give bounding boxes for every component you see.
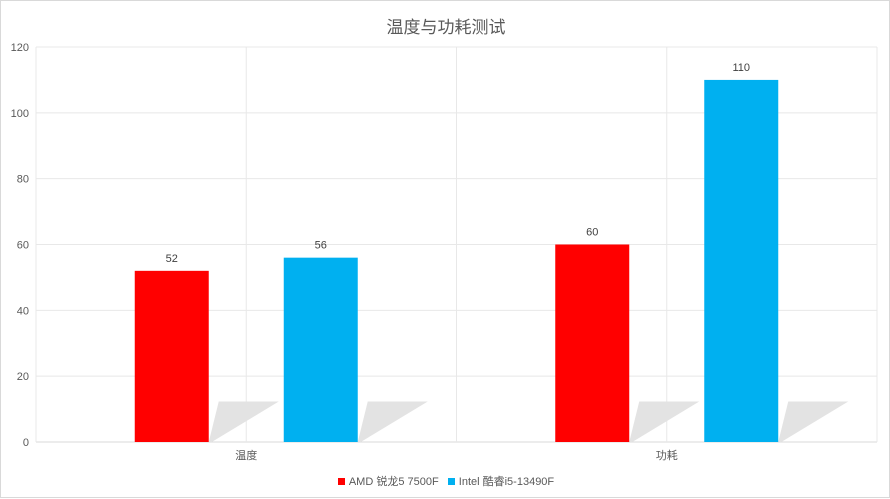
data-label: 60: [586, 227, 598, 239]
bar-shadow: [357, 401, 428, 442]
x-category-label: 温度: [235, 448, 257, 462]
bar-shadow: [208, 401, 279, 442]
bar-amd-0: [134, 270, 209, 442]
legend-item-intel: Intel 酷睿i5-13490F: [447, 473, 555, 489]
legend-item-amd: AMD 锐龙5 7500F: [337, 473, 439, 489]
y-tick-label: 0: [23, 437, 29, 449]
chart-title: 温度与功耗测试: [386, 18, 506, 37]
data-label: 52: [166, 253, 178, 265]
legend-swatch-intel: [447, 477, 455, 485]
legend-label-intel: Intel 酷睿i5-13490F: [458, 476, 555, 488]
legend: AMD 锐龙5 7500F Intel 酷睿i5-13490F: [1, 473, 890, 489]
bar-intel-0: [283, 257, 358, 442]
x-category-label: 功耗: [656, 449, 678, 462]
y-tick-label: 60: [17, 240, 29, 252]
y-tick-label: 20: [17, 371, 29, 383]
legend-swatch-amd: [337, 477, 345, 485]
y-tick-label: 120: [11, 42, 29, 54]
y-tick-label: 40: [17, 305, 29, 317]
legend-label-amd: AMD 锐龙5 7500F: [348, 476, 439, 488]
y-tick-label: 100: [11, 108, 29, 120]
bar-amd-1: [555, 244, 630, 442]
bar-shadow: [778, 401, 849, 442]
bar-shadow: [629, 401, 700, 442]
bar-intel-1: [704, 79, 779, 443]
data-label: 56: [315, 240, 327, 252]
y-tick-label: 80: [17, 174, 29, 186]
data-label: 110: [732, 62, 750, 74]
